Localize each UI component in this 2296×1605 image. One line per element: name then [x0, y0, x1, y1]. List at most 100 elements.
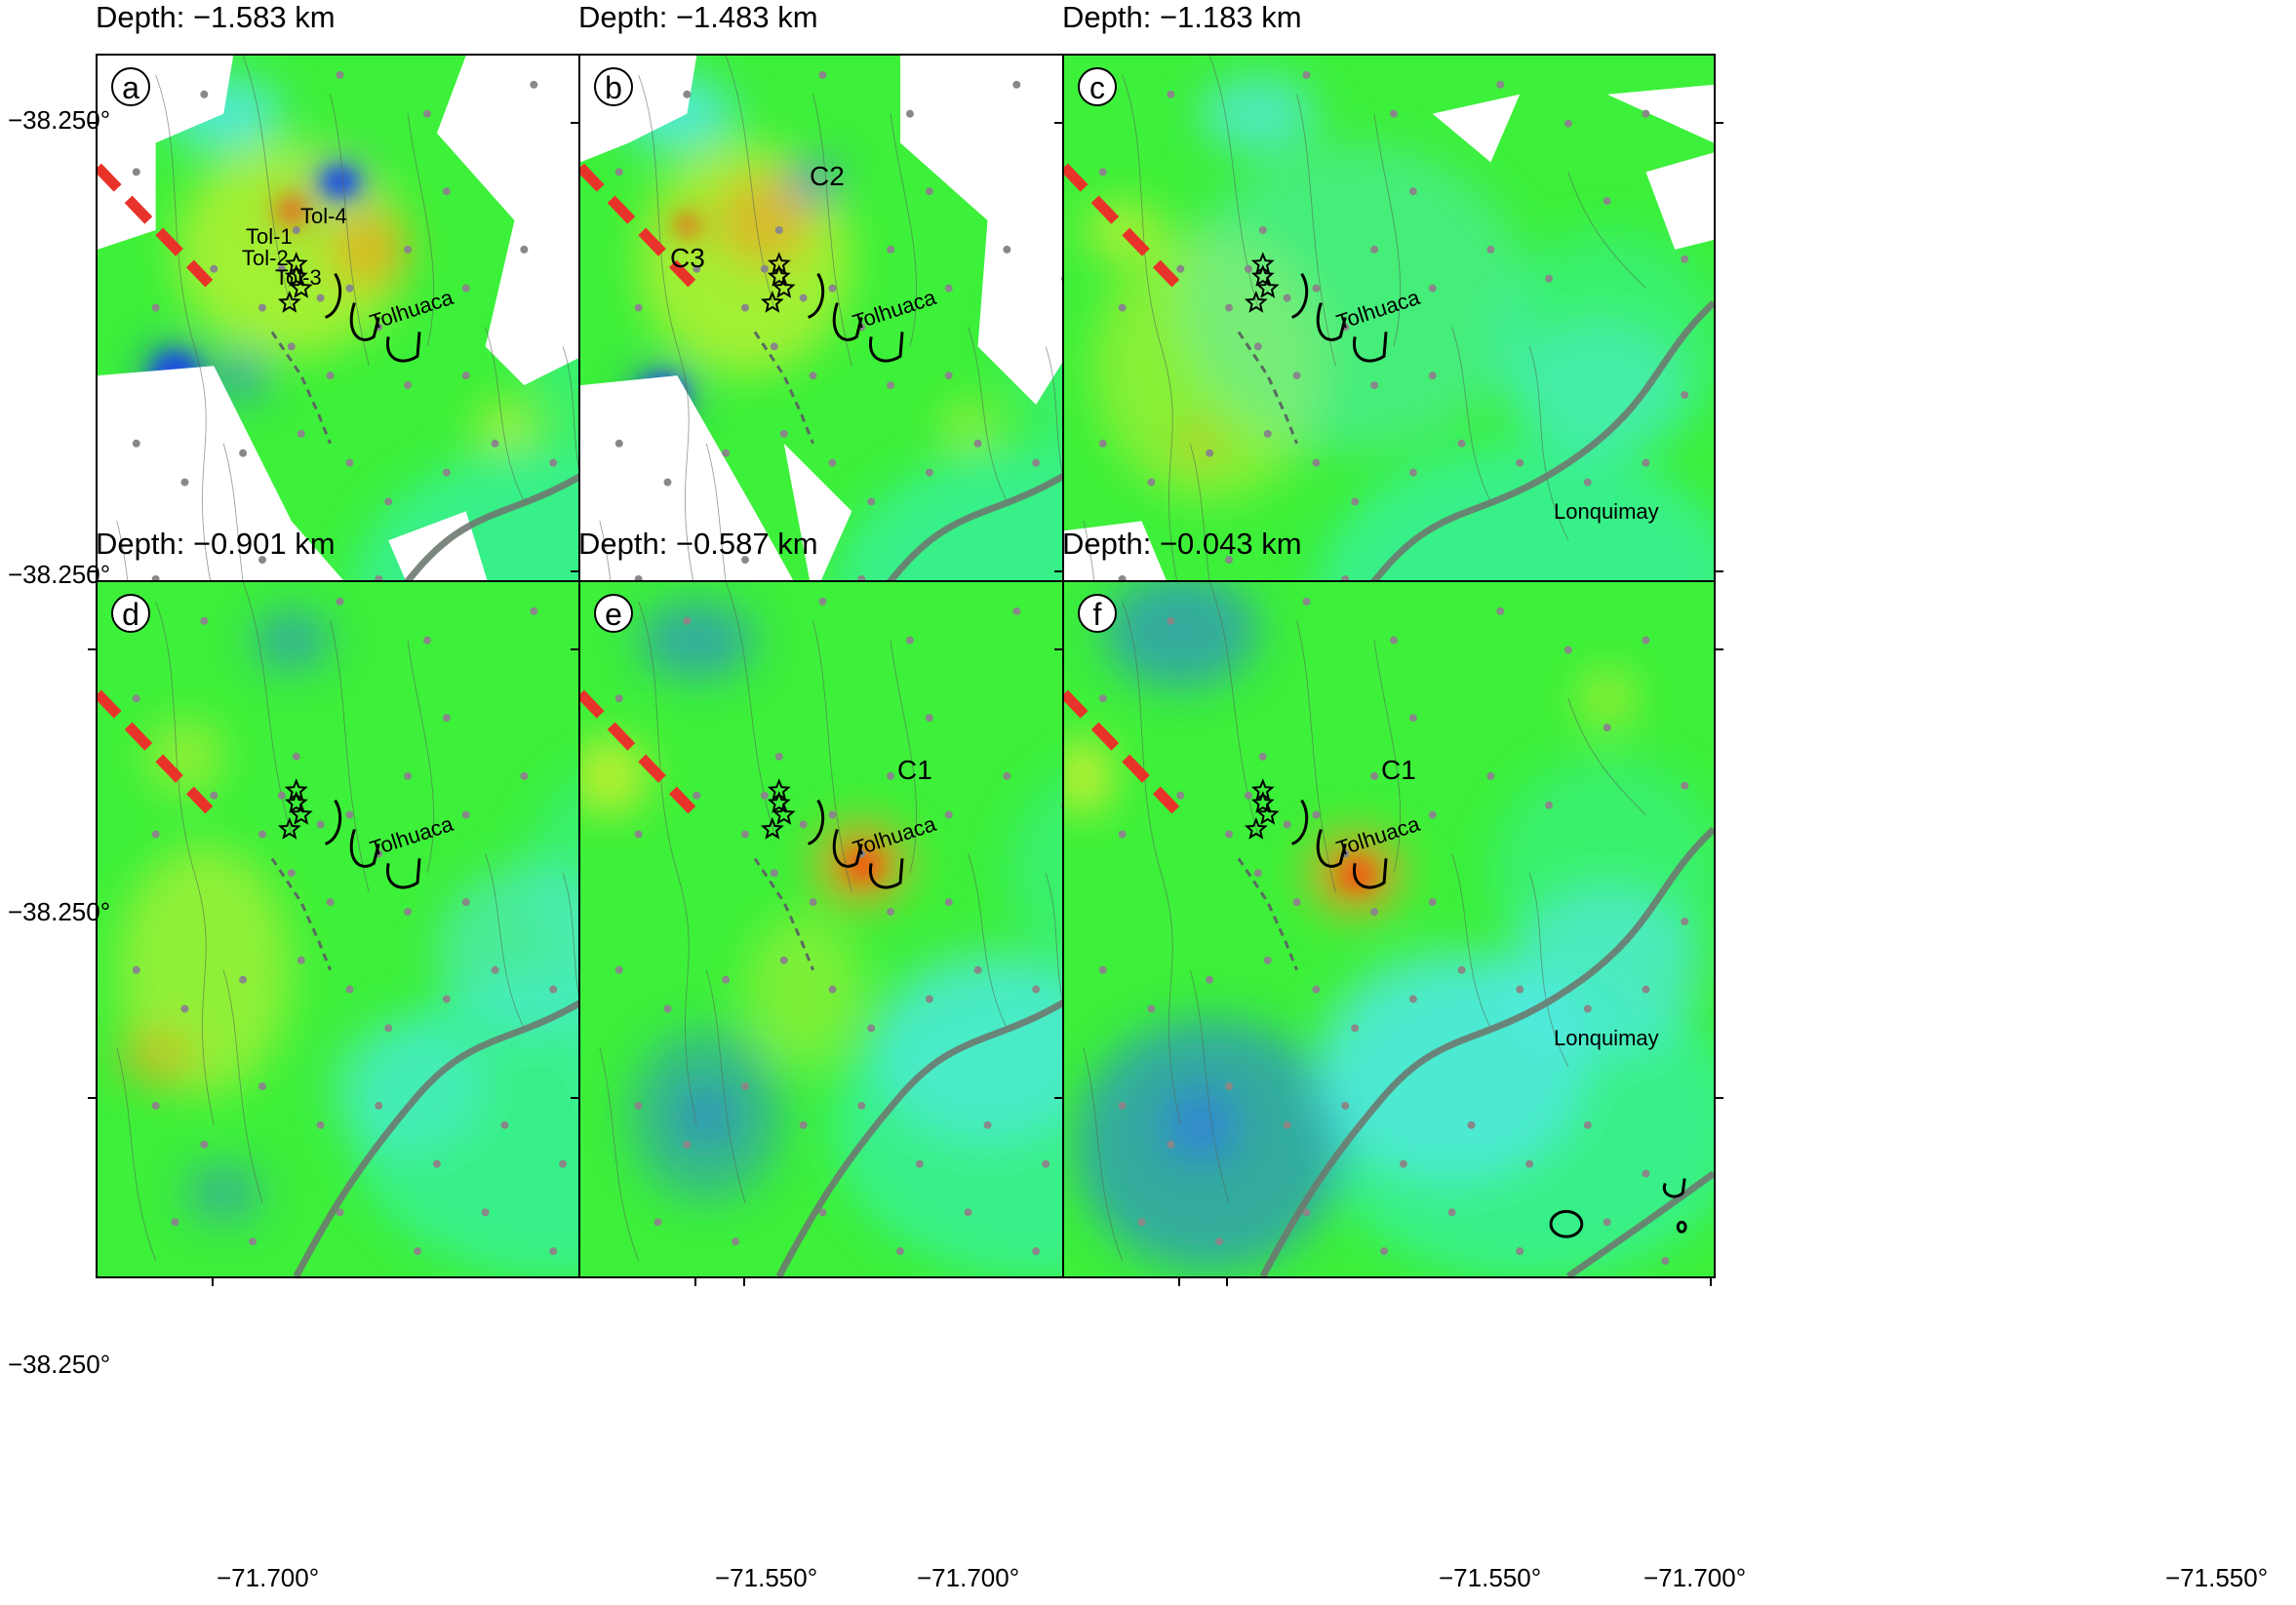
- station-dot: [422, 636, 431, 645]
- y-tick-right: [1716, 122, 1723, 124]
- station-dot: [1253, 869, 1262, 878]
- station-dot: [1312, 284, 1321, 293]
- panel-f: Depth: −0.043 km f C1 Tolhuaca Lonquimay: [1054, 527, 1788, 1311]
- station-dot: [491, 439, 499, 448]
- station-dot: [1206, 975, 1214, 984]
- station-dot: [799, 294, 808, 302]
- x-tick: [743, 1278, 745, 1286]
- panel-letter: e: [594, 594, 633, 633]
- station-dot: [171, 1218, 179, 1227]
- station-dot: [461, 372, 470, 380]
- depth-label: Depth: −0.901 km: [96, 527, 336, 561]
- station-dot: [857, 1102, 866, 1110]
- station-dot: [634, 830, 643, 839]
- station-dot: [258, 303, 266, 312]
- station-dot: [258, 1082, 266, 1091]
- station-dot: [559, 1159, 568, 1168]
- station-dot: [1516, 1247, 1524, 1256]
- well-star-icon: [277, 778, 313, 840]
- station-dot: [1370, 908, 1379, 917]
- dashed-fault-line: [580, 689, 696, 814]
- station-dot: [1258, 753, 1267, 761]
- station-dot: [770, 869, 778, 878]
- station-dot: [828, 458, 837, 467]
- dashed-fault-short: [1237, 857, 1298, 971]
- station-dot: [1457, 965, 1466, 974]
- station-dot: [1681, 254, 1689, 263]
- station-dot: [1681, 918, 1689, 926]
- station-dot: [1225, 830, 1233, 839]
- station-dot: [1118, 303, 1127, 312]
- y-tick: [88, 1097, 96, 1099]
- station-dot: [634, 303, 643, 312]
- station-dot: [887, 245, 895, 254]
- station-dot: [905, 109, 914, 118]
- station-dot: [200, 90, 209, 98]
- station-dot: [809, 372, 817, 380]
- station-dot: [1244, 264, 1252, 273]
- station-dot: [287, 342, 296, 351]
- station-dot: [1351, 1024, 1360, 1033]
- y-tick: [1054, 1097, 1062, 1099]
- station-dot: [1525, 1159, 1534, 1168]
- station-dot: [491, 965, 499, 974]
- station-dot: [1302, 70, 1311, 79]
- dashed-fault-short: [270, 857, 332, 971]
- x-tick: [212, 1278, 214, 1286]
- station-dot: [887, 908, 895, 917]
- station-dot: [1225, 556, 1233, 565]
- lonquimay-craters: [1549, 1178, 1687, 1238]
- station-dot: [925, 995, 933, 1003]
- station-dot: [944, 284, 953, 293]
- station-dot: [1225, 1082, 1233, 1091]
- station-dot: [741, 303, 749, 312]
- station-dot: [1516, 985, 1524, 994]
- station-dot: [1428, 810, 1437, 819]
- station-dot: [1225, 303, 1233, 312]
- fault-line-south: [1565, 1170, 1714, 1276]
- label-tol4: Tol-4: [300, 204, 347, 228]
- station-dot: [779, 429, 788, 438]
- station-dot: [404, 771, 413, 780]
- station-dot: [432, 1159, 441, 1168]
- station-dot: [741, 830, 749, 839]
- station-dot: [1147, 478, 1156, 487]
- station-dot: [1167, 90, 1175, 98]
- station-dot: [1583, 478, 1592, 487]
- station-dot: [741, 1082, 749, 1091]
- station-dot: [1032, 1247, 1041, 1256]
- dashed-fault-line: [580, 163, 696, 288]
- station-dot: [297, 429, 305, 438]
- station-dot: [1263, 956, 1272, 964]
- well-star-icon: [277, 252, 313, 313]
- station-dot: [774, 753, 783, 761]
- station-dot: [944, 898, 953, 907]
- station-dot: [1642, 109, 1650, 118]
- station-dot: [461, 810, 470, 819]
- station-dot: [760, 264, 769, 273]
- station-dot: [828, 985, 837, 994]
- station-dot: [1603, 197, 1611, 206]
- no-data-area: [504, 278, 602, 347]
- label-c1: C1: [897, 755, 932, 785]
- station-dot: [500, 1120, 509, 1129]
- station-dot: [1312, 458, 1321, 467]
- station-dot: [1447, 1208, 1456, 1217]
- station-dot: [828, 284, 837, 293]
- station-dot: [973, 965, 982, 974]
- station-dot: [1603, 1218, 1611, 1227]
- station-dot: [132, 439, 140, 448]
- station-dot: [132, 168, 140, 176]
- panel-letter: b: [594, 67, 633, 106]
- y-tick-label-bottom-mid: −38.250°: [8, 1350, 111, 1379]
- station-dot: [530, 80, 538, 89]
- station-dot: [549, 985, 558, 994]
- station-dot: [809, 898, 817, 907]
- y-tick-right: [1716, 648, 1723, 650]
- station-dot: [915, 1159, 924, 1168]
- y-tick: [571, 122, 578, 124]
- y-tick-right: [1716, 570, 1723, 572]
- dashed-fault-short: [270, 331, 332, 445]
- station-dot: [760, 791, 769, 800]
- station-dot: [799, 1120, 808, 1129]
